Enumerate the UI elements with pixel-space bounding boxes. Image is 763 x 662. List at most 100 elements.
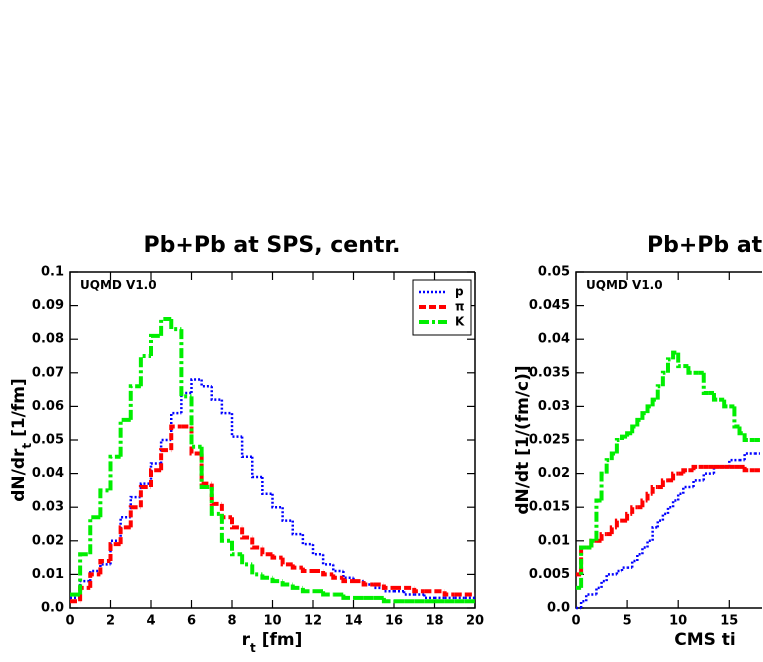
histogram-step bbox=[743, 452, 750, 461]
histogram-step bbox=[129, 495, 141, 518]
legend-label: p bbox=[455, 285, 464, 299]
x-tick-label: 5 bbox=[623, 614, 632, 629]
histogram-step bbox=[423, 594, 435, 600]
histogram-step bbox=[614, 438, 622, 454]
histogram-step bbox=[88, 572, 101, 588]
x-tick-label: 16 bbox=[385, 614, 403, 629]
histogram-step bbox=[89, 569, 101, 582]
histogram-step bbox=[200, 379, 212, 388]
y-tick-label: 0.06 bbox=[32, 399, 64, 414]
histogram-step bbox=[620, 566, 628, 572]
histogram-step bbox=[98, 488, 111, 518]
histogram-step bbox=[635, 417, 643, 427]
x-tick-label: 4 bbox=[146, 614, 155, 629]
histogram-step bbox=[651, 526, 658, 541]
histogram-step bbox=[300, 567, 313, 574]
histogram-step bbox=[630, 559, 638, 568]
histogram-step bbox=[290, 564, 303, 570]
x-tick-label: 0 bbox=[65, 614, 74, 629]
y-tick-label: 0.005 bbox=[529, 567, 570, 582]
histogram-step bbox=[138, 354, 151, 387]
histogram-step bbox=[98, 558, 111, 575]
y-axis-label-part: dN/dr bbox=[9, 448, 29, 502]
annotation: UQMD V1.0 bbox=[80, 278, 157, 292]
histogram-step bbox=[169, 319, 182, 332]
y-tick-label: 0.02 bbox=[538, 466, 570, 481]
histogram-step bbox=[138, 485, 151, 508]
histogram-step bbox=[352, 577, 364, 583]
histogram-step bbox=[645, 404, 653, 414]
histogram-step bbox=[321, 554, 334, 566]
x-tick-label: 2 bbox=[106, 614, 115, 629]
histogram-step bbox=[199, 453, 212, 486]
histogram-step bbox=[691, 464, 699, 471]
x-tick-label: 8 bbox=[227, 614, 236, 629]
histogram-step bbox=[742, 466, 750, 473]
histogram-step bbox=[311, 544, 324, 556]
legend-label: K bbox=[455, 315, 465, 329]
histogram-step bbox=[671, 471, 679, 481]
histogram-step bbox=[159, 448, 172, 471]
y-tick-label: 0.05 bbox=[32, 433, 64, 448]
histogram-step bbox=[402, 591, 415, 596]
histogram-step bbox=[381, 584, 394, 590]
histogram-step bbox=[240, 527, 253, 540]
histogram-step bbox=[290, 584, 303, 590]
histogram-step bbox=[170, 411, 182, 440]
histogram-step bbox=[701, 372, 709, 395]
y-tick-label: 0.03 bbox=[538, 399, 570, 414]
y-tick-label: 0.035 bbox=[529, 365, 570, 380]
x-axis-label-part: r bbox=[242, 630, 251, 650]
histogram-step bbox=[737, 426, 745, 436]
histogram-step bbox=[676, 492, 684, 501]
histogram-step bbox=[595, 586, 602, 595]
histogram-step bbox=[280, 557, 293, 567]
histogram-step bbox=[149, 462, 162, 484]
histogram-step bbox=[645, 491, 653, 501]
histogram-step bbox=[220, 399, 232, 415]
histogram-step bbox=[88, 515, 101, 555]
histogram-step bbox=[732, 406, 740, 429]
y-tick-label: 0.01 bbox=[32, 567, 64, 582]
histogram-step bbox=[331, 574, 344, 580]
histogram-step bbox=[78, 552, 91, 595]
histogram-step bbox=[99, 563, 111, 572]
x-axis-label: rt [fm] bbox=[242, 630, 303, 655]
histogram-step bbox=[650, 485, 658, 494]
chart-title: Pb+Pb at bbox=[647, 233, 763, 258]
x-tick-label: 14 bbox=[344, 614, 362, 629]
histogram-step bbox=[250, 564, 263, 577]
histogram-step bbox=[625, 431, 633, 437]
histogram-step bbox=[189, 426, 202, 456]
y-tick-label: 0.07 bbox=[32, 365, 64, 380]
y-tick-label: 0.04 bbox=[538, 332, 570, 347]
histogram-step bbox=[646, 539, 653, 548]
histogram-step bbox=[250, 537, 263, 550]
x-tick-label: 6 bbox=[187, 614, 196, 629]
histogram-step bbox=[230, 413, 243, 438]
histogram-step bbox=[609, 451, 617, 461]
histogram-step bbox=[341, 577, 354, 584]
histogram-step bbox=[118, 417, 131, 457]
histogram-step bbox=[280, 581, 293, 587]
y-tick-label: 0.08 bbox=[32, 332, 64, 347]
histogram-step bbox=[300, 587, 313, 594]
histogram-step bbox=[692, 479, 699, 488]
histogram-step bbox=[361, 581, 374, 587]
histogram-step bbox=[118, 525, 131, 545]
chart-title: Pb+Pb at SPS, centr. bbox=[144, 233, 401, 258]
histogram-step bbox=[666, 505, 674, 514]
histogram-step bbox=[681, 468, 689, 474]
y-tick-label: 0.1 bbox=[41, 265, 64, 280]
histogram-step bbox=[219, 513, 232, 543]
y-tick-label: 0.0 bbox=[547, 601, 570, 616]
histogram-step bbox=[291, 520, 303, 536]
histogram-step bbox=[686, 366, 694, 375]
histogram-step bbox=[599, 532, 607, 541]
histogram-step bbox=[641, 546, 648, 555]
x-axis-label-part: [fm] bbox=[256, 630, 303, 650]
y-tick-label: 0.02 bbox=[32, 533, 64, 548]
histogram-step bbox=[281, 507, 293, 522]
histogram-step bbox=[179, 329, 192, 399]
